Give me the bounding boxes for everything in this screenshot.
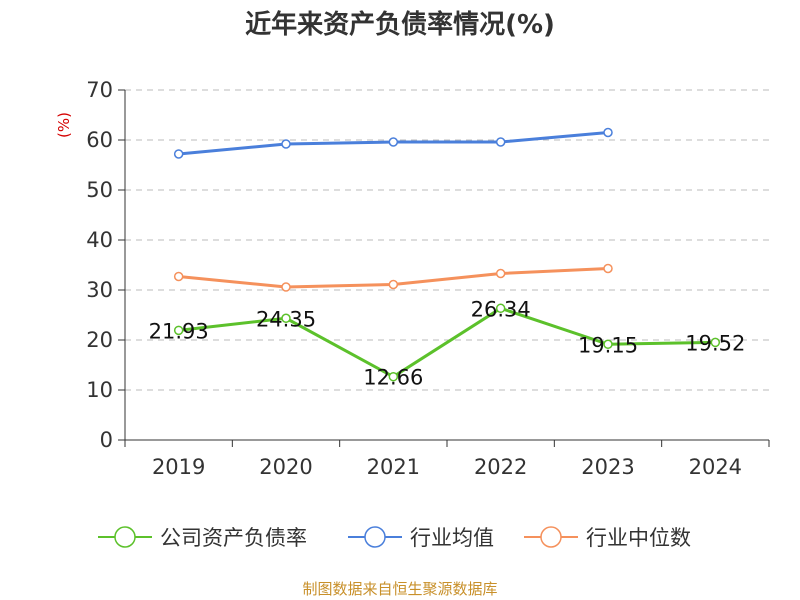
- series-line-0: [178, 306, 716, 379]
- data-point: [281, 313, 291, 323]
- y-tick-label: 60: [86, 128, 113, 152]
- x-tick-label: 2021: [367, 455, 420, 479]
- legend-item[interactable]: 行业中位数: [524, 526, 691, 550]
- data-point: [388, 371, 399, 382]
- legend[interactable]: 公司资产负债率 行业均值 行业中位数: [98, 526, 691, 550]
- data-point: [281, 282, 291, 292]
- legend-item[interactable]: 行业均值: [348, 526, 494, 550]
- data-point: [603, 263, 613, 274]
- data-point: [388, 137, 399, 147]
- y-tick-label: 70: [86, 78, 113, 102]
- data-label: 12.66: [363, 366, 423, 390]
- data-point: [173, 271, 184, 282]
- data-point: [388, 279, 399, 290]
- chart-title: 近年来资产负债率情况(%): [245, 9, 555, 40]
- y-tick-label: 50: [86, 178, 113, 202]
- y-axis-unit-label: (%): [55, 112, 73, 138]
- data-labels: 21.93 24.35 12.66 26.34 19.15 19.52: [149, 297, 746, 389]
- data-point: [173, 325, 184, 336]
- series-group: [173, 127, 721, 382]
- legend-swatch-marker: [114, 526, 136, 548]
- legend-label: 公司资产负债率: [160, 526, 307, 550]
- data-point: [603, 127, 613, 138]
- x-tick-label: 2019: [152, 455, 205, 479]
- legend-item[interactable]: 公司资产负债率: [98, 526, 307, 550]
- data-point: [495, 268, 506, 279]
- y-tick-label: 10: [86, 378, 113, 402]
- data-point: [603, 339, 613, 349]
- data-point: [710, 337, 721, 348]
- x-tick-label: 2023: [581, 455, 634, 479]
- legend-label: 行业中位数: [586, 526, 691, 550]
- data-label: 24.35: [256, 307, 316, 331]
- y-tick-label: 0: [100, 428, 113, 452]
- axes: 0 10 20 30 40 50 60 70 2019 2020 2021 2022 2023 2024: [86, 78, 770, 479]
- data-label: 19.52: [685, 331, 745, 355]
- gridlines: [125, 89, 769, 391]
- x-tick-label: 2020: [259, 455, 312, 479]
- source-note: 制图数据来自恒生聚源数据库: [302, 580, 497, 598]
- legend-swatch-marker: [540, 526, 562, 548]
- x-tick-label: 2022: [474, 455, 527, 479]
- y-tick-label: 20: [86, 328, 113, 352]
- data-point: [495, 137, 506, 147]
- legend-swatch-marker: [364, 526, 386, 548]
- data-point: [281, 139, 291, 149]
- data-label: 21.93: [149, 319, 209, 343]
- y-tick-label: 40: [86, 228, 113, 252]
- data-point: [495, 303, 506, 314]
- data-label: 26.34: [471, 297, 531, 321]
- y-tick-label: 30: [86, 278, 113, 302]
- data-label: 19.15: [578, 333, 638, 357]
- x-tick-label: 2024: [689, 455, 742, 479]
- data-point: [173, 149, 184, 159]
- legend-label: 行业均值: [410, 526, 494, 550]
